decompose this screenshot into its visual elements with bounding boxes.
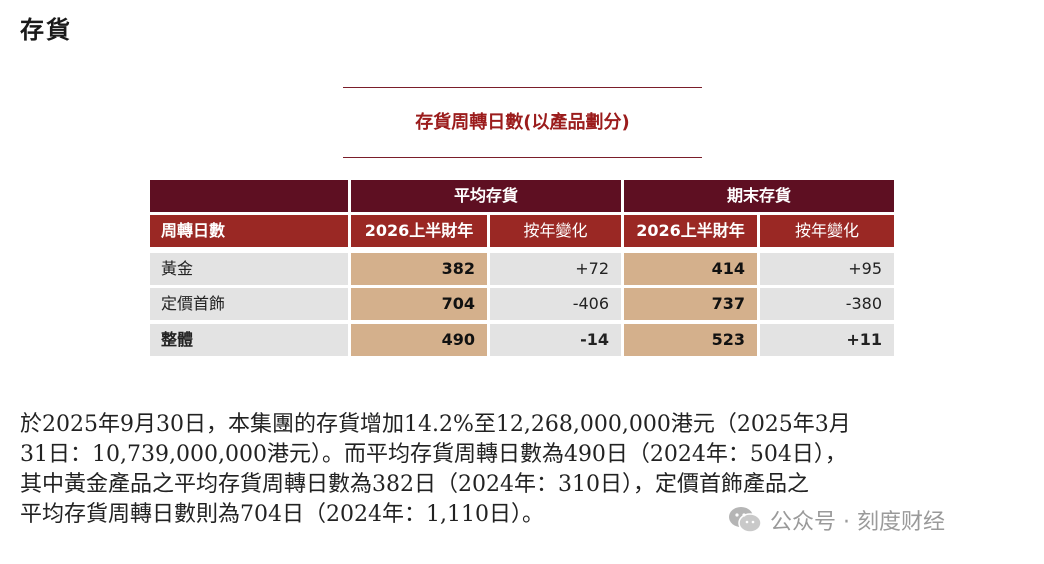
column-header-avg-change: 按年變化 <box>490 215 621 247</box>
column-header-end-change: 按年變化 <box>760 215 894 247</box>
watermark-text: 公众号 · 刻度财经 <box>770 510 945 535</box>
table-cell-avg: 490 <box>351 324 487 356</box>
column-header-end-period: 2026上半財年 <box>624 215 757 247</box>
table-cell-end-change: +95 <box>760 253 894 285</box>
table-cell-end: 737 <box>624 288 757 320</box>
column-header-label: 周轉日數 <box>150 215 348 247</box>
group-header-ending: 期末存貨 <box>624 180 894 212</box>
table-row-label: 定價首飾 <box>150 288 348 320</box>
paragraph-line: 其中黃金產品之平均存貨周轉日數為382日（2024年：310日），定價首飾產品之 <box>20 472 809 497</box>
table-cell-end: 523 <box>624 324 757 356</box>
table-row-label: 黃金 <box>150 253 348 285</box>
table-cell-avg: 704 <box>351 288 487 320</box>
paragraph-line: 於2025年9月30日，本集團的存貨增加14.2%至12,268,000,000… <box>20 412 851 437</box>
table-title: 存貨周轉日數(以產品劃分) <box>415 112 630 133</box>
table-cell-end-change: +11 <box>760 324 894 356</box>
section-heading: 存貨 <box>20 16 72 44</box>
table-cell-end: 414 <box>624 253 757 285</box>
paragraph-line: 31日：10,739,000,000港元）。而平均存貨周轉日數為490日（202… <box>20 442 847 467</box>
table-cell-avg-change: -14 <box>490 324 621 356</box>
column-header-avg-period: 2026上半財年 <box>351 215 487 247</box>
table-cell-avg: 382 <box>351 253 487 285</box>
table-cell-avg-change: +72 <box>490 253 621 285</box>
wechat-icon <box>729 507 762 533</box>
paragraph-line: 平均存貨周轉日數則為704日（2024年：1,110日）。 <box>20 502 544 527</box>
group-header-average: 平均存貨 <box>351 180 621 212</box>
table-cell-avg-change: -406 <box>490 288 621 320</box>
watermark: 公众号 · 刻度财经 <box>728 504 945 536</box>
table-cell-end-change: -380 <box>760 288 894 320</box>
title-top-rule <box>343 87 702 88</box>
body-paragraph: 於2025年9月30日，本集團的存貨增加14.2%至12,268,000,000… <box>20 410 1030 530</box>
title-bottom-rule <box>343 157 702 158</box>
table-corner-cell <box>150 180 348 212</box>
table-row-label-total: 整體 <box>150 324 348 356</box>
